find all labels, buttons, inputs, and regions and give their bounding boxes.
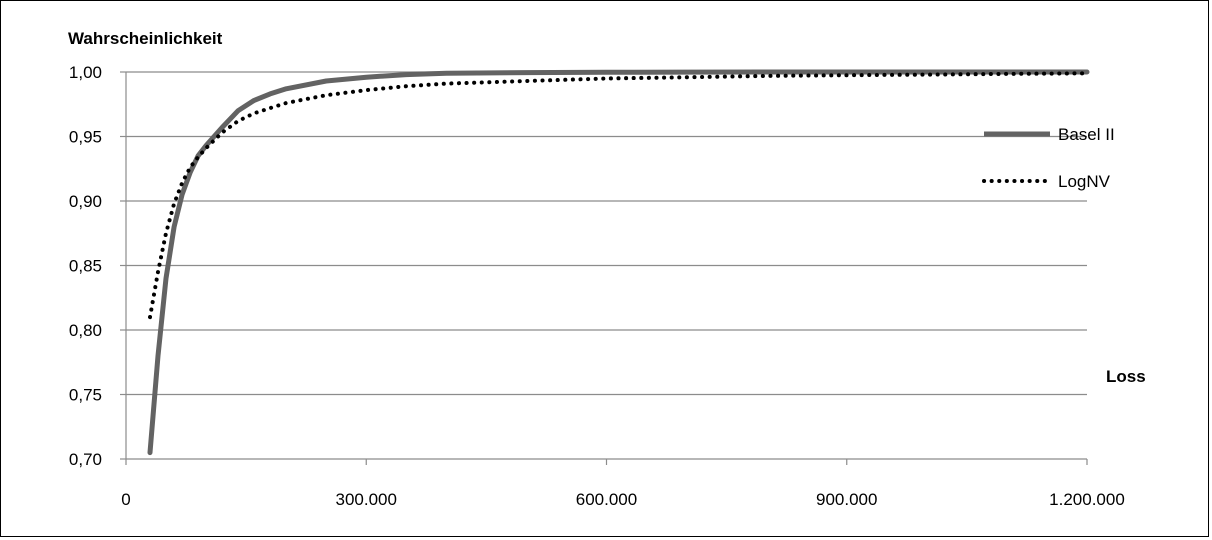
x-tick-label: 300.000 (336, 490, 397, 509)
y-axis-title: Wahrscheinlichkeit (68, 29, 223, 48)
y-tick-label: 0,70 (69, 450, 102, 469)
x-tick-label: 1.200.000 (1049, 490, 1125, 509)
legend-label-basel-ii: Basel II (1058, 125, 1115, 144)
legend-item-basel-ii: Basel II (984, 125, 1115, 144)
x-tick-label: 900.000 (816, 490, 877, 509)
x-tick-label: 0 (121, 490, 130, 509)
axes (120, 71, 1088, 465)
y-tick-label: 0,90 (69, 192, 102, 211)
y-tick-label: 0,95 (69, 128, 102, 147)
legend-label-lognv: LogNV (1058, 172, 1111, 191)
y-tick-label: 1,00 (69, 63, 102, 82)
x-axis-title: Loss (1106, 367, 1146, 386)
y-tick-label: 0,80 (69, 321, 102, 340)
gridlines (126, 71, 1087, 396)
series-line-lognv (148, 71, 1089, 320)
legend: Basel II LogNV (982, 125, 1115, 191)
legend-item-lognv: LogNV (982, 172, 1111, 191)
y-tick-label: 0,85 (69, 257, 102, 276)
x-tick-label: 600.000 (576, 490, 637, 509)
y-tick-label: 0,75 (69, 386, 102, 405)
series-lines (147, 69, 1090, 456)
tick-labels: 0,70 0,75 0,80 0,85 0,90 0,95 1,00 0 300.000 600.… (69, 63, 1125, 509)
series-line-basel-ii (147, 69, 1090, 456)
